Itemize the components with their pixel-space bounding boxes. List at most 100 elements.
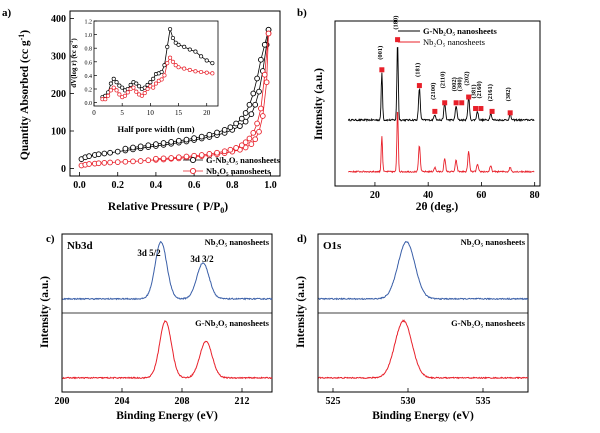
panel-c-annotation-3d32: 3d 3/2 xyxy=(190,254,214,264)
inset-g-nb2o5-nanosheets-point-32 xyxy=(204,58,209,63)
b-peak-marker-5 xyxy=(453,100,459,106)
a-nb2o5-nanosheets-adsorption-point-29 xyxy=(263,79,270,86)
d-xtick-label-0: 525 xyxy=(326,396,341,407)
inset-series xyxy=(100,27,215,102)
inset-xtick-label-1: 5 xyxy=(120,109,124,117)
b-g-nb2o5-nanosheets-line xyxy=(347,46,535,123)
panel-a-series xyxy=(78,26,272,169)
inset-nb2o5-nanosheets-point-29 xyxy=(187,67,192,73)
a-g-nb2o5-nanosheets-adsorption-point-23 xyxy=(237,123,243,129)
inset-nb2o5-nanosheets-point-19 xyxy=(153,81,159,86)
b-peak-label-7: (202) xyxy=(464,71,471,85)
a-nb2o5-nanosheets-adsorption-point-9 xyxy=(130,158,136,165)
inset-nb2o5-nanosheets-point-9 xyxy=(125,90,130,95)
inset-nb2o5-nanosheets-point-25 xyxy=(170,59,175,64)
a-g-nb2o5-nanosheets-desorption-point-17 xyxy=(168,139,175,145)
inset-g-nb2o5-nanosheets-point-7 xyxy=(120,85,125,90)
a-g-nb2o5-nanosheets-desorption-point-15 xyxy=(183,136,190,143)
panel-c-ticks: 200 204 208 212 xyxy=(55,388,250,407)
a-g-nb2o5-nanosheets-desorption-point-1 xyxy=(261,41,268,48)
b-peak-marker-6 xyxy=(459,100,465,106)
panel-d-title: O1s xyxy=(323,240,342,252)
d-xtick-label-2: 535 xyxy=(476,396,491,407)
a-g-nb2o5-nanosheets-adsorption-point-2 xyxy=(86,153,92,159)
inset-nb2o5-nanosheets-point-1 xyxy=(103,97,108,102)
a-g-nb2o5-nanosheets-adsorption-point-27 xyxy=(256,88,262,95)
a-g-nb2o5-nanosheets-desorption-point-4 xyxy=(250,90,257,97)
a-ytick-label-1: 100 xyxy=(51,127,66,138)
legend-marker-g-nb2o5 xyxy=(189,156,197,164)
a-nb2o5-nanosheets-adsorption-point-27 xyxy=(256,128,262,135)
inset-xtick-label-0: 0 xyxy=(92,109,96,117)
a-nb2o5-nanosheets-desorption-point-18 xyxy=(160,155,167,162)
inset-g-nb2o5-nanosheets-point-21 xyxy=(159,69,164,75)
panel-d-xps-o1s: d) 525 530 535 O1s Nb₂O₅ nanosheets G-Nb₂O… xyxy=(295,233,529,422)
inset-nb2o5-nanosheets-point-18 xyxy=(151,85,156,90)
inset-g-nb2o5-nanosheets-point-27 xyxy=(176,42,181,47)
a-nb2o5-nanosheets-desorption-point-17 xyxy=(168,155,175,161)
a-g-nb2o5-nanosheets-desorption-point-2 xyxy=(258,56,264,63)
inset-nb2o5-nanosheets-point-31 xyxy=(199,69,204,75)
b-xtick-label-2: 60 xyxy=(476,190,486,201)
a-g-nb2o5-nanosheets-desorption-point-7 xyxy=(238,115,245,122)
c-xtick-label-0: 200 xyxy=(55,396,70,407)
c-xtick-label-3: 212 xyxy=(235,396,250,407)
a-nb2o5-nanosheets-desorption-point-15 xyxy=(183,153,190,160)
a-g-nb2o5-nanosheets-adsorption-point-6 xyxy=(107,149,113,156)
panel-b-legend: G-Nb₂O₅ nanosheets Nb₂O₅ nanosheets xyxy=(398,26,498,47)
a-nb2o5-nanosheets-adsorption-point-8 xyxy=(122,158,129,165)
a-nb2o5-nanosheets-desorption-point-10 xyxy=(221,148,228,155)
c-xtick-label-2: 208 xyxy=(175,396,190,407)
inset-g-nb2o5-nanosheets-point-6 xyxy=(117,83,122,88)
b-nb2o5-nanosheets-line xyxy=(348,111,535,174)
a-g-nb2o5-nanosheets-desorption-point-20 xyxy=(145,142,152,149)
inset-ylabel: dV(log r) (cc g-1) xyxy=(70,38,78,88)
panel-b-series xyxy=(347,46,535,174)
a-g-nb2o5-nanosheets-desorption-point-23 xyxy=(122,145,129,152)
inset-nb2o5-nanosheets-point-14 xyxy=(139,93,144,98)
a-nb2o5-nanosheets-adsorption-point-25 xyxy=(248,141,255,147)
panel-d-label: d) xyxy=(297,233,307,245)
panel-c-title: Nb3d xyxy=(67,240,93,252)
panel-b-xlabel: 2θ (deg.) xyxy=(416,201,459,213)
inset-g-nb2o5-nanosheets-point-3 xyxy=(108,81,113,86)
a-nb2o5-nanosheets-desorption-point-16 xyxy=(175,154,182,161)
panel-d-xlabel: Binding Energy (eV) xyxy=(372,410,474,422)
inset-xtick-label-2: 10 xyxy=(147,109,155,117)
a-nb2o5-nanosheets-desorption-point-0 xyxy=(265,30,272,37)
panel-c-series xyxy=(62,240,273,380)
b-peak-label-10: (2161) xyxy=(487,84,494,101)
b-peak-label-11: (382) xyxy=(505,87,512,101)
panel-b-ticks: 20 40 60 80 xyxy=(370,182,540,201)
a-nb2o5-nanosheets-desorption-point-8 xyxy=(233,145,239,151)
a-nb2o5-nanosheets-desorption-point-3 xyxy=(254,120,260,127)
c-g-nb2o5-nanosheets-line xyxy=(62,319,273,380)
b-peak-label-0: (001) xyxy=(377,46,384,60)
inset-g-nb2o5-nanosheets-point-10 xyxy=(128,82,133,87)
inset-nb2o5-nanosheets-point-5 xyxy=(114,88,119,93)
inset-g-nb2o5-nanosheets-point-12 xyxy=(134,81,139,86)
b-xtick-label-3: 80 xyxy=(530,190,540,201)
a-ytick-label-0: 0 xyxy=(61,164,66,175)
b-peak-label-3: (2100) xyxy=(430,83,437,100)
b-peak-marker-0 xyxy=(379,67,385,73)
a-g-nb2o5-nanosheets-adsorption-point-24 xyxy=(242,118,249,125)
panel-d-series-label-bottom: G-Nb₂O₅ nanosheets xyxy=(451,318,526,328)
inset-nb2o5-nanosheets-point-2 xyxy=(106,93,111,98)
a-g-nb2o5-nanosheets-adsorption-point-25 xyxy=(248,111,255,117)
a-g-nb2o5-nanosheets-adsorption-point-4 xyxy=(95,151,102,158)
panel-c-annotation-3d52: 3d 5/2 xyxy=(137,248,161,258)
a-g-nb2o5-nanosheets-desorption-point-21 xyxy=(137,143,144,150)
panel-c-series-label-top: Nb₂O₅ nanosheets xyxy=(205,237,270,247)
a-g-nb2o5-nanosheets-desorption-point-9 xyxy=(227,124,234,131)
inset-g-nb2o5-nanosheets-point-18 xyxy=(151,76,156,81)
b-peak-marker-1 xyxy=(395,37,401,43)
panel-d-series-label-top: Nb₂O₅ nanosheets xyxy=(461,237,526,247)
panel-d-ticks: 525 530 535 xyxy=(326,388,491,407)
b-peak-marker-2 xyxy=(416,83,422,89)
inset-ytick-label-3: 0.6 xyxy=(85,60,93,66)
inset-g-nb2o5-nanosheets-point-26 xyxy=(173,40,178,45)
d-g-nb2o5-nanosheets-line xyxy=(318,319,529,380)
